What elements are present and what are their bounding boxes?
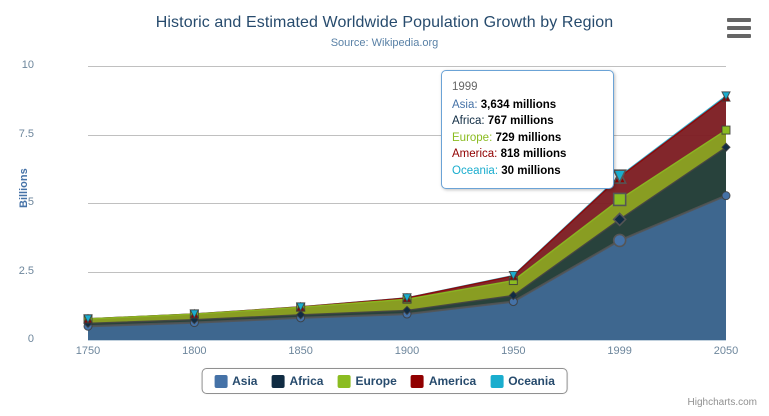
data-point-oceania-1950[interactable]	[508, 271, 519, 281]
tooltip-row: Oceania: 30 millions	[452, 163, 603, 180]
tooltip-series-value: 818 millions	[500, 148, 567, 160]
y-axis-tick-label: 5	[27, 196, 34, 208]
legend-item-oceania[interactable]: Oceania	[490, 374, 555, 388]
tooltip-series-value: 3,634 millions	[480, 98, 557, 111]
y-axis-tick-label: 2.5	[18, 264, 34, 277]
legend-swatch-icon	[271, 374, 285, 388]
x-axis-tick-label: 1900	[394, 345, 420, 357]
legend-swatch-icon	[410, 374, 424, 388]
y-axis-tick-label: 10	[21, 59, 34, 71]
data-point-europe-2050[interactable]	[721, 125, 731, 135]
tooltip-row: Europe: 729 millions	[452, 130, 603, 147]
data-point-africa-1950[interactable]	[508, 290, 519, 301]
data-point-oceania-1900[interactable]	[402, 293, 412, 303]
tooltip-rows: Asia: 3,634 millions Africa: 767 millions…	[452, 97, 603, 180]
chart-subtitle: Source: Wikipedia.org	[330, 37, 439, 49]
legend-swatch-icon	[337, 374, 351, 388]
legend-swatch-icon	[214, 374, 228, 388]
data-point-africa-1900[interactable]	[402, 305, 412, 316]
menu-bar-2	[727, 26, 751, 30]
gridline	[88, 134, 726, 136]
data-point-africa-2050[interactable]	[721, 142, 731, 152]
y-axis-tick-label: 7.5	[18, 127, 34, 140]
legend-label: Europe	[355, 374, 397, 388]
legend-item-africa[interactable]: Africa	[271, 374, 323, 388]
legend-items: Asia Africa Europe America Oceania	[214, 374, 555, 388]
legend-label: Africa	[289, 374, 324, 388]
area-asia	[88, 195, 726, 340]
x-axis-tick-label: 1750	[75, 345, 101, 357]
tooltip-row: America: 818 millions	[452, 146, 603, 163]
plot-area	[83, 66, 731, 341]
gridline	[88, 203, 726, 204]
chart-title: Historic and Estimated Worldwide Populat…	[155, 14, 614, 31]
tooltip-series-name: Europe:	[452, 131, 496, 144]
menu-bar-3	[727, 34, 751, 38]
legend-label: Asia	[232, 374, 258, 388]
data-point-oceania-1750[interactable]	[83, 314, 93, 324]
menu-bar-1	[727, 18, 751, 22]
tooltip-series-name: Asia:	[452, 98, 481, 111]
data-point-africa-1850[interactable]	[295, 310, 306, 320]
x-axis-tick-label: 1999	[607, 345, 632, 357]
data-point-oceania-1850[interactable]	[295, 302, 306, 312]
tooltip-series-name: Africa:	[452, 115, 488, 127]
x-axis-line	[88, 340, 726, 341]
x-axis-tick-label: 1800	[182, 345, 207, 357]
data-point-asia-2050[interactable]	[721, 191, 731, 201]
data-point-europe-1999[interactable]	[612, 192, 627, 207]
data-point-oceania-2050[interactable]	[721, 91, 731, 102]
credits-link[interactable]: Highcharts.com	[687, 397, 757, 408]
data-point-oceania-1999[interactable]	[612, 169, 627, 184]
data-point-africa-1999[interactable]	[612, 212, 627, 227]
tooltip-row: Africa: 767 millions	[452, 113, 603, 130]
tooltip-series-value: 30 millions	[501, 164, 561, 177]
x-axis-tick-label: 1850	[288, 345, 313, 357]
data-point-asia-1999[interactable]	[612, 233, 627, 248]
tooltip-series-value: 729 millions	[495, 131, 562, 144]
legend-item-europe[interactable]: Europe	[337, 374, 397, 388]
tooltip-header: 1999	[452, 81, 478, 93]
legend-item-asia[interactable]: Asia	[214, 374, 257, 388]
legend-label: Oceania	[508, 374, 555, 388]
gridline	[88, 271, 726, 273]
tooltip-series-value: 767 millions	[487, 115, 554, 127]
legend-label: America	[428, 374, 477, 388]
legend-item-america[interactable]: America	[410, 374, 477, 388]
hamburger-menu-icon[interactable]	[727, 18, 751, 38]
y-axis-tick-label: 0	[27, 333, 34, 345]
data-point-oceania-1800[interactable]	[189, 309, 200, 320]
legend: Asia Africa Europe America Oceania	[201, 368, 568, 394]
tooltip-series-name: Oceania:	[452, 164, 502, 177]
tooltip: 1999 Asia: 3,634 millions Africa: 767 mil…	[441, 70, 614, 189]
legend-swatch-icon	[490, 374, 504, 388]
gridline	[88, 66, 726, 67]
tooltip-series-name: America:	[452, 148, 501, 160]
x-axis-tick-label: 2050	[713, 345, 739, 357]
x-axis-tick-label: 1950	[501, 345, 526, 357]
series-layer	[83, 91, 731, 341]
tooltip-row: Asia: 3,634 millions	[452, 97, 603, 114]
